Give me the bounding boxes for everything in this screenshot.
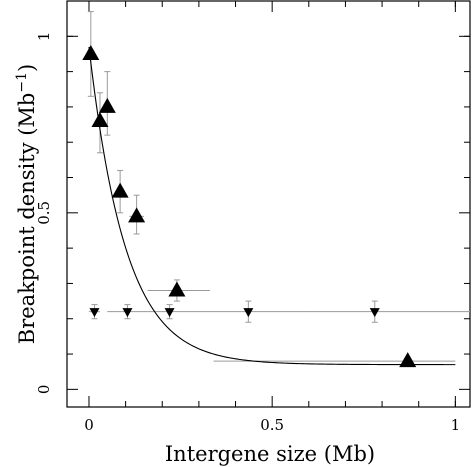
y-axis-title-superscript: −1 bbox=[14, 72, 30, 93]
fit-curve bbox=[88, 46, 456, 366]
triangle-up-marker bbox=[98, 97, 116, 113]
triangle-down-marker bbox=[164, 308, 175, 318]
triangle-down-marker bbox=[89, 308, 100, 318]
y-tick-label: 0.5 bbox=[35, 201, 53, 225]
y-tick-label: 0 bbox=[35, 385, 53, 395]
triangle-up-marker bbox=[168, 281, 186, 297]
data-markers bbox=[82, 44, 417, 368]
axis-ticks: 0 0.5 1 0 0.5 1 bbox=[35, 1, 470, 434]
plot-frame bbox=[66, 0, 471, 408]
x-tick-label: 0.5 bbox=[260, 416, 284, 434]
triangle-up-marker bbox=[399, 352, 417, 368]
triangle-down-marker bbox=[369, 308, 380, 318]
x-axis-title: Intergene size (Mb) bbox=[165, 442, 375, 466]
y-axis-title-group: Breakpoint density (Mb−1) bbox=[14, 64, 39, 344]
y-axis-title-close: ) bbox=[15, 64, 39, 72]
y-tick-label: 1 bbox=[35, 32, 53, 42]
x-tick-label: 0 bbox=[84, 416, 94, 434]
x-tick-label: 1 bbox=[451, 416, 461, 434]
error-bars bbox=[87, 11, 470, 366]
triangle-up-marker bbox=[91, 112, 109, 128]
triangle-down-marker bbox=[122, 308, 133, 318]
triangle-up-marker bbox=[111, 182, 129, 198]
fit-curve-group bbox=[88, 46, 456, 366]
y-axis-title-main: Breakpoint density (Mb bbox=[15, 93, 39, 345]
triangle-down-marker bbox=[243, 308, 254, 318]
triangle-up-marker bbox=[128, 207, 146, 223]
triangle-up-marker bbox=[82, 44, 100, 60]
y-axis-title: Breakpoint density (Mb−1) bbox=[14, 64, 39, 344]
